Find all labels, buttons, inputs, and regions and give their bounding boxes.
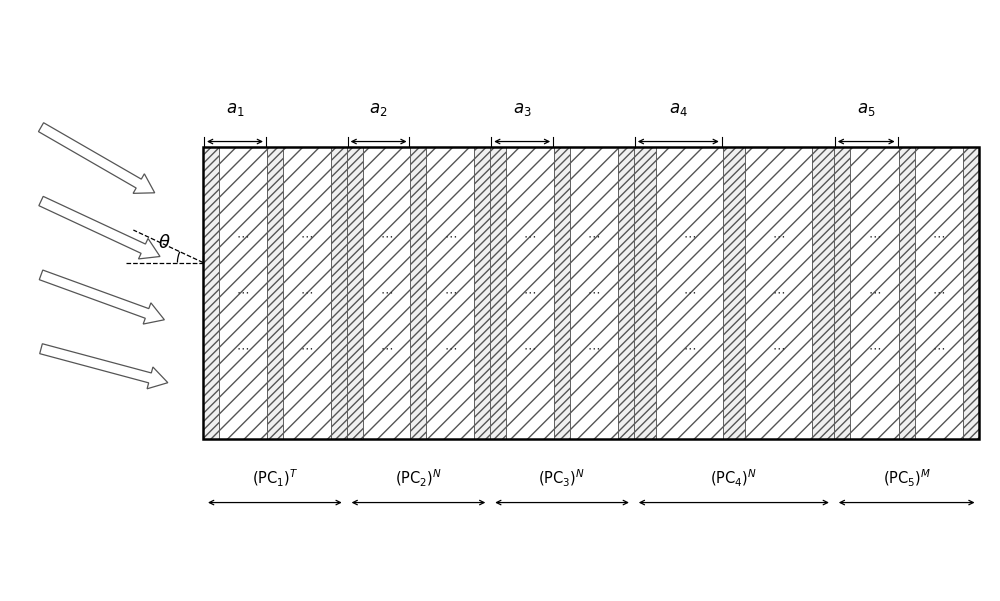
Bar	[723, 147, 745, 439]
Text: ⋯: ⋯	[237, 286, 249, 299]
Bar	[506, 147, 554, 439]
Text: $a_{2}$: $a_{2}$	[369, 100, 388, 118]
FancyArrow shape	[40, 344, 168, 389]
Bar	[963, 147, 979, 439]
Text: $(\mathrm{PC}_{2})^{N}$: $(\mathrm{PC}_{2})^{N}$	[395, 468, 442, 489]
Text: ⋯: ⋯	[868, 230, 881, 243]
Bar	[267, 147, 283, 439]
Text: ⋯: ⋯	[237, 230, 249, 243]
Text: ⋯: ⋯	[683, 343, 696, 356]
FancyArrow shape	[39, 197, 160, 259]
Bar	[426, 147, 474, 439]
Text: ⋯: ⋯	[301, 343, 313, 356]
Text: ⋯: ⋯	[772, 343, 785, 356]
Bar	[850, 147, 899, 439]
Text: ⋯: ⋯	[301, 286, 313, 299]
Text: ⋯: ⋯	[772, 286, 785, 299]
Bar	[410, 147, 426, 439]
Bar	[834, 147, 850, 439]
Text: ⋯: ⋯	[933, 286, 945, 299]
Text: ⋯: ⋯	[380, 230, 393, 243]
Text: ⋯: ⋯	[444, 343, 457, 356]
Bar	[656, 147, 723, 439]
Bar	[474, 147, 490, 439]
FancyArrow shape	[39, 270, 164, 324]
Bar	[331, 147, 347, 439]
Text: ⋯: ⋯	[933, 343, 945, 356]
Bar	[363, 147, 410, 439]
Text: $(\mathrm{PC}_{1})^{T}$: $(\mathrm{PC}_{1})^{T}$	[252, 468, 298, 489]
Bar	[618, 147, 634, 439]
Text: $a_{3}$: $a_{3}$	[513, 100, 532, 118]
Text: ⋯: ⋯	[524, 343, 536, 356]
FancyArrow shape	[38, 123, 155, 194]
Text: ⋯: ⋯	[868, 286, 881, 299]
Text: ⋯: ⋯	[524, 286, 536, 299]
Text: $a_{4}$: $a_{4}$	[669, 100, 688, 118]
Text: ⋯: ⋯	[237, 343, 249, 356]
Text: ⋯: ⋯	[683, 286, 696, 299]
Text: ⋯: ⋯	[933, 230, 945, 243]
Text: ⋯: ⋯	[444, 286, 457, 299]
Bar	[219, 147, 267, 439]
Text: ⋯: ⋯	[380, 343, 393, 356]
Bar	[634, 147, 656, 439]
Text: $a_{1}$: $a_{1}$	[226, 100, 244, 118]
Bar	[812, 147, 834, 439]
Text: ⋯: ⋯	[588, 286, 600, 299]
Text: ⋯: ⋯	[444, 230, 457, 243]
Bar	[203, 147, 979, 439]
Text: $(\mathrm{PC}_{5})^{M}$: $(\mathrm{PC}_{5})^{M}$	[883, 468, 931, 489]
Bar	[899, 147, 915, 439]
Text: $(\mathrm{PC}_{3})^{N}$: $(\mathrm{PC}_{3})^{N}$	[538, 468, 586, 489]
Text: ⋯: ⋯	[772, 230, 785, 243]
Text: ⋯: ⋯	[301, 230, 313, 243]
Bar	[570, 147, 618, 439]
Bar	[490, 147, 506, 439]
Text: ⋯: ⋯	[524, 230, 536, 243]
Text: $\theta$: $\theta$	[158, 234, 170, 252]
Text: $a_{5}$: $a_{5}$	[857, 100, 875, 118]
Text: ⋯: ⋯	[380, 286, 393, 299]
Text: ⋯: ⋯	[588, 230, 600, 243]
Bar	[554, 147, 570, 439]
Bar	[283, 147, 331, 439]
Text: ⋯: ⋯	[868, 343, 881, 356]
Text: $(\mathrm{PC}_{4})^{N}$: $(\mathrm{PC}_{4})^{N}$	[710, 468, 757, 489]
Text: ⋯: ⋯	[588, 343, 600, 356]
Text: ⋯: ⋯	[683, 230, 696, 243]
Bar	[745, 147, 812, 439]
Bar	[915, 147, 963, 439]
Bar	[347, 147, 363, 439]
Bar	[203, 147, 219, 439]
